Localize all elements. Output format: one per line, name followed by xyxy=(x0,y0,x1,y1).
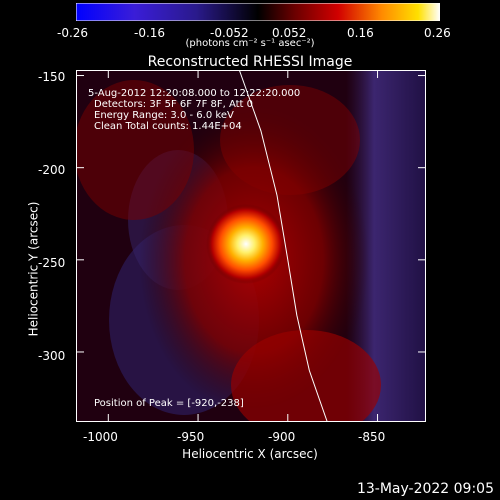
x-axis-label: Heliocentric X (arcsec) xyxy=(182,447,318,461)
annotation-time-range: 5-Aug-2012 12:20:08.000 to 12:22:20.000 xyxy=(88,88,301,99)
x-tick-label: -850 xyxy=(358,430,386,444)
peak-position-label: Position of Peak = [-920,-238] xyxy=(94,398,244,409)
y-tick-label: -200 xyxy=(38,163,66,177)
annotation-energy-range: Energy Range: 3.0 - 6.0 keV xyxy=(94,110,234,121)
solar-limb-line xyxy=(238,69,328,423)
x-tick-label: -1000 xyxy=(83,430,118,444)
plot-title: Reconstructed RHESSI Image xyxy=(147,54,353,70)
colorbar xyxy=(75,2,441,22)
colorbar-units-label: (photons cm⁻² s⁻¹ asec⁻²) xyxy=(185,38,315,49)
annotation-detectors: Detectors: 3F 5F 6F 7F 8F, Att 0 xyxy=(94,99,254,110)
colorbar-tick-label: 0.052 xyxy=(272,26,307,40)
lower-red-patch xyxy=(231,330,381,440)
colorbar-tick-label: 0.16 xyxy=(347,26,374,40)
image-panel xyxy=(74,69,426,440)
y-tick-label: -150 xyxy=(38,70,66,84)
x-tick-label: -950 xyxy=(177,430,205,444)
axis-ticks xyxy=(76,70,426,422)
y-axis-label: Heliocentric Y (arcsec) xyxy=(26,201,41,337)
x-tick-label: -900 xyxy=(268,430,296,444)
colorbar-tick-label: -0.16 xyxy=(134,26,166,40)
colorbar-tick-label: -0.052 xyxy=(210,26,249,40)
image-svg xyxy=(74,69,426,440)
colorbar-tick-label: 0.26 xyxy=(424,26,451,40)
emission-peak xyxy=(206,204,286,284)
annotation-clean-total: Clean Total counts: 1.44E+04 xyxy=(94,121,242,132)
plot-frame xyxy=(76,70,426,422)
upper-red-patch xyxy=(220,85,360,195)
footer-timestamp: 13-May-2022 09:05 xyxy=(356,481,494,497)
y-tick-label: -300 xyxy=(38,349,66,363)
colorbar-tick-label: -0.26 xyxy=(57,26,89,40)
colorbar-gradient xyxy=(75,2,441,22)
y-tick-label: -250 xyxy=(38,256,66,270)
upper-left-red-patch xyxy=(74,80,194,220)
